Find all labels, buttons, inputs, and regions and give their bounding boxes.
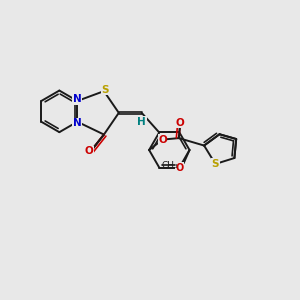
Text: O: O — [85, 146, 93, 157]
Text: O: O — [175, 163, 183, 173]
Text: N: N — [73, 118, 82, 128]
Text: S: S — [102, 85, 109, 95]
Text: O: O — [176, 118, 185, 128]
Text: CH₃: CH₃ — [162, 161, 178, 170]
Text: S: S — [212, 159, 219, 169]
Text: H: H — [137, 117, 146, 127]
Text: N: N — [73, 94, 82, 104]
Text: O: O — [158, 135, 167, 145]
